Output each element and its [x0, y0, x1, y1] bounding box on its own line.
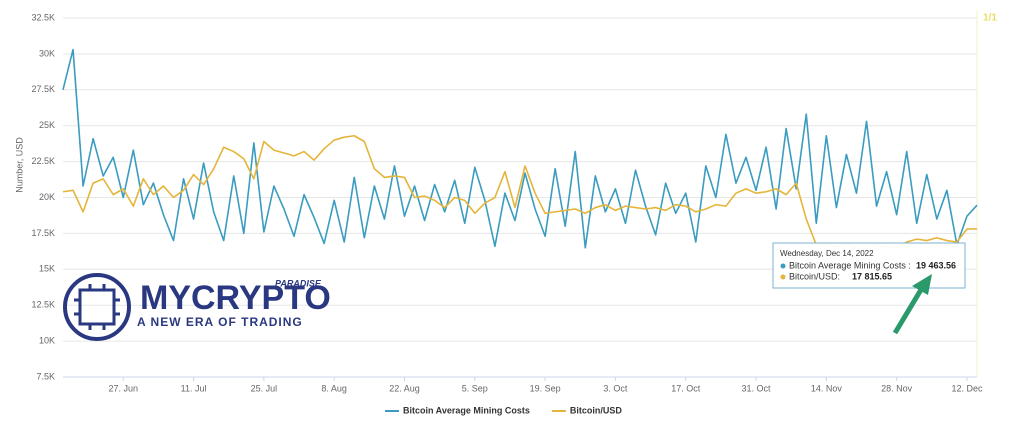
tooltip-box [772, 242, 966, 289]
y-tick-label: 32.5K [31, 12, 55, 22]
tooltip-swatch [780, 263, 786, 269]
x-tick-label: 25. Jul [251, 383, 278, 393]
tooltip-swatch [780, 274, 786, 280]
x-tick-label: 12. Dec [951, 383, 983, 393]
x-tick-label: 8. Aug [321, 383, 347, 393]
y-tick-label: 15K [39, 264, 55, 274]
x-tick-label: 5. Sep [462, 383, 488, 393]
x-tick-label: 22. Aug [389, 383, 420, 393]
x-tick-label: 11. Jul [181, 383, 207, 393]
x-tick-label: 27. Jun [108, 383, 138, 393]
y-tick-label: 27.5K [31, 84, 55, 94]
brand-tag: PARADISE [275, 278, 322, 288]
y-tick-label: 7.5K [36, 371, 55, 381]
y-tick-label: 30K [39, 48, 55, 58]
x-tick-label: 31. Oct [742, 383, 772, 393]
brand: MYCRYPTO [140, 279, 331, 317]
logo-chip [78, 288, 116, 326]
x-tick-label: 14. Nov [811, 383, 843, 393]
x-tick-label: 28. Nov [881, 383, 913, 393]
x-tick-label: 17. Oct [671, 383, 701, 393]
y-tick-label: 22.5K [31, 156, 55, 166]
y-tick-label: 10K [39, 335, 55, 345]
x-tick-label: 3. Oct [603, 383, 628, 393]
tooltip-title: Wednesday, Dec 14, 2022 [780, 249, 874, 258]
y-tick-label: 12.5K [31, 300, 55, 310]
y-tick-label: 25K [39, 120, 55, 130]
y-tick-label: 20K [39, 192, 55, 202]
y-tick-label: 17.5K [31, 228, 55, 238]
arrow-shaft [892, 286, 925, 335]
tooltip-value: 17 815.65 [852, 271, 892, 281]
tooltip-item: Bitcoin/USD: [789, 271, 840, 281]
pager[interactable]: 1/1 [983, 13, 997, 24]
tooltip-item: Bitcoin Average Mining Costs : [789, 260, 911, 270]
tooltip-value: 19 463.56 [916, 260, 956, 270]
y-axis-label: Number, USD [14, 137, 24, 193]
logo-pins [74, 284, 120, 330]
series-line [62, 48, 978, 249]
tooltip: Wednesday, Dec 14, 2022 Bitcoin Average … [772, 242, 966, 289]
legend-label[interactable]: Bitcoin Average Mining Costs [403, 405, 530, 415]
x-tick-label: 19. Sep [530, 383, 561, 393]
watermark: MYCRYPTO PARADISE A NEW ERA OF TRADING [63, 273, 331, 341]
slogan: A NEW ERA OF TRADING [137, 315, 303, 329]
arrow-head [912, 274, 932, 295]
legend: Bitcoin Average Mining Costs Bitcoin/USD [385, 405, 622, 415]
legend-label[interactable]: Bitcoin/USD [570, 405, 623, 415]
arrow [892, 274, 932, 335]
logo-globe [63, 273, 131, 341]
